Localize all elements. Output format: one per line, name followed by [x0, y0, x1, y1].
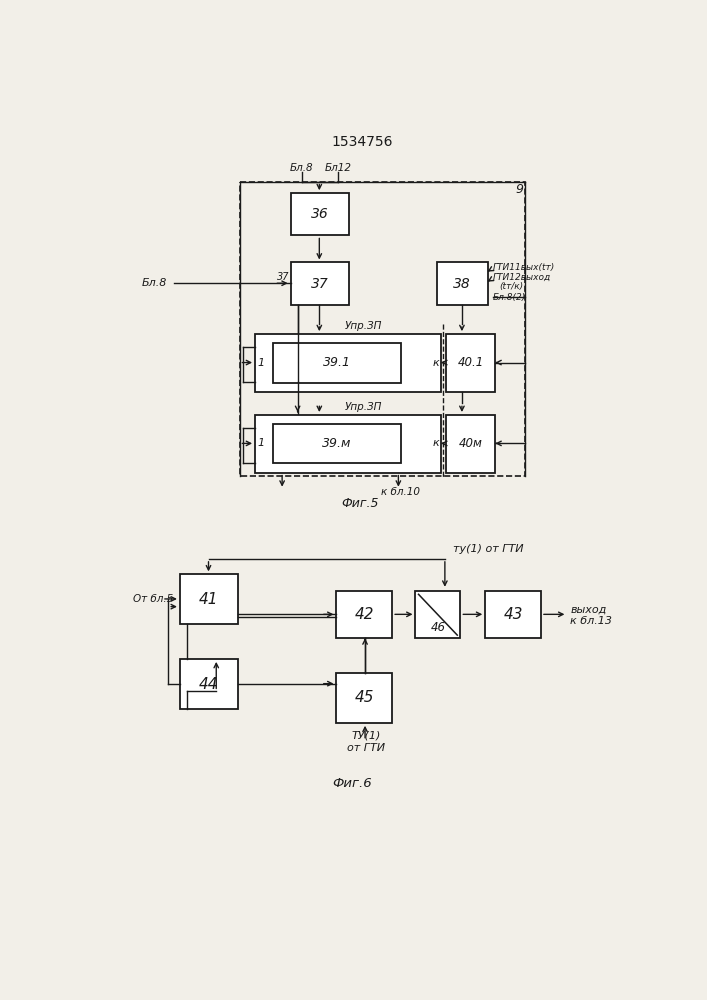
Bar — [291, 262, 349, 305]
Text: От бл.5: От бл.5 — [134, 594, 174, 604]
Bar — [291, 193, 349, 235]
Text: 9: 9 — [515, 183, 523, 196]
Text: 42: 42 — [354, 607, 374, 622]
Text: ГТИ11вых(tт): ГТИ11вых(tт) — [493, 263, 555, 272]
Bar — [446, 415, 495, 473]
Text: (tт/к): (tт/к) — [499, 282, 523, 291]
Bar — [485, 591, 541, 638]
Text: 1534756: 1534756 — [331, 135, 392, 149]
Text: Упр.ЗП: Упр.ЗП — [345, 402, 382, 412]
Bar — [416, 591, 460, 638]
Text: 1: 1 — [257, 438, 264, 448]
Bar — [255, 334, 441, 392]
Text: Фиг.6: Фиг.6 — [332, 777, 372, 790]
Text: к бл.13: к бл.13 — [571, 615, 612, 626]
Text: 37: 37 — [277, 272, 290, 282]
Bar — [180, 574, 238, 624]
Text: 40м: 40м — [459, 437, 483, 450]
Text: к: к — [432, 358, 439, 368]
Text: Бл.8: Бл.8 — [141, 278, 167, 288]
Bar — [273, 343, 401, 383]
Bar — [437, 262, 488, 305]
Bar — [180, 659, 238, 709]
Text: 36: 36 — [311, 207, 329, 221]
Text: 46: 46 — [431, 621, 445, 634]
Text: ту(1) от ГТИ: ту(1) от ГТИ — [452, 544, 523, 554]
Text: 44: 44 — [199, 677, 218, 692]
Bar — [273, 424, 401, 463]
Text: Упр.ЗП: Упр.ЗП — [345, 321, 382, 331]
Text: 45: 45 — [354, 690, 374, 705]
Text: 38: 38 — [453, 277, 471, 291]
Text: к: к — [432, 438, 439, 448]
Text: 39.м: 39.м — [322, 437, 351, 450]
Text: Бл.8(2): Бл.8(2) — [493, 293, 526, 302]
Text: Бл12: Бл12 — [325, 163, 351, 173]
Text: 37: 37 — [311, 277, 329, 291]
Text: 39.1: 39.1 — [323, 356, 351, 369]
Bar — [337, 591, 392, 638]
Text: выход: выход — [571, 605, 607, 615]
Bar — [240, 182, 525, 476]
Text: Фиг.5: Фиг.5 — [341, 497, 378, 510]
Text: ГТИ12выход: ГТИ12выход — [493, 273, 551, 282]
Text: от ГТИ: от ГТИ — [346, 743, 385, 753]
Text: 41: 41 — [199, 592, 218, 607]
Text: к бл.10: к бл.10 — [381, 487, 420, 497]
Bar — [337, 673, 392, 723]
Text: ТУ(1): ТУ(1) — [351, 731, 380, 741]
Text: 43: 43 — [503, 607, 522, 622]
Text: 40.1: 40.1 — [457, 356, 484, 369]
Text: 1: 1 — [257, 358, 264, 368]
Text: Бл.8: Бл.8 — [290, 163, 313, 173]
Bar — [446, 334, 495, 392]
Bar — [255, 415, 441, 473]
